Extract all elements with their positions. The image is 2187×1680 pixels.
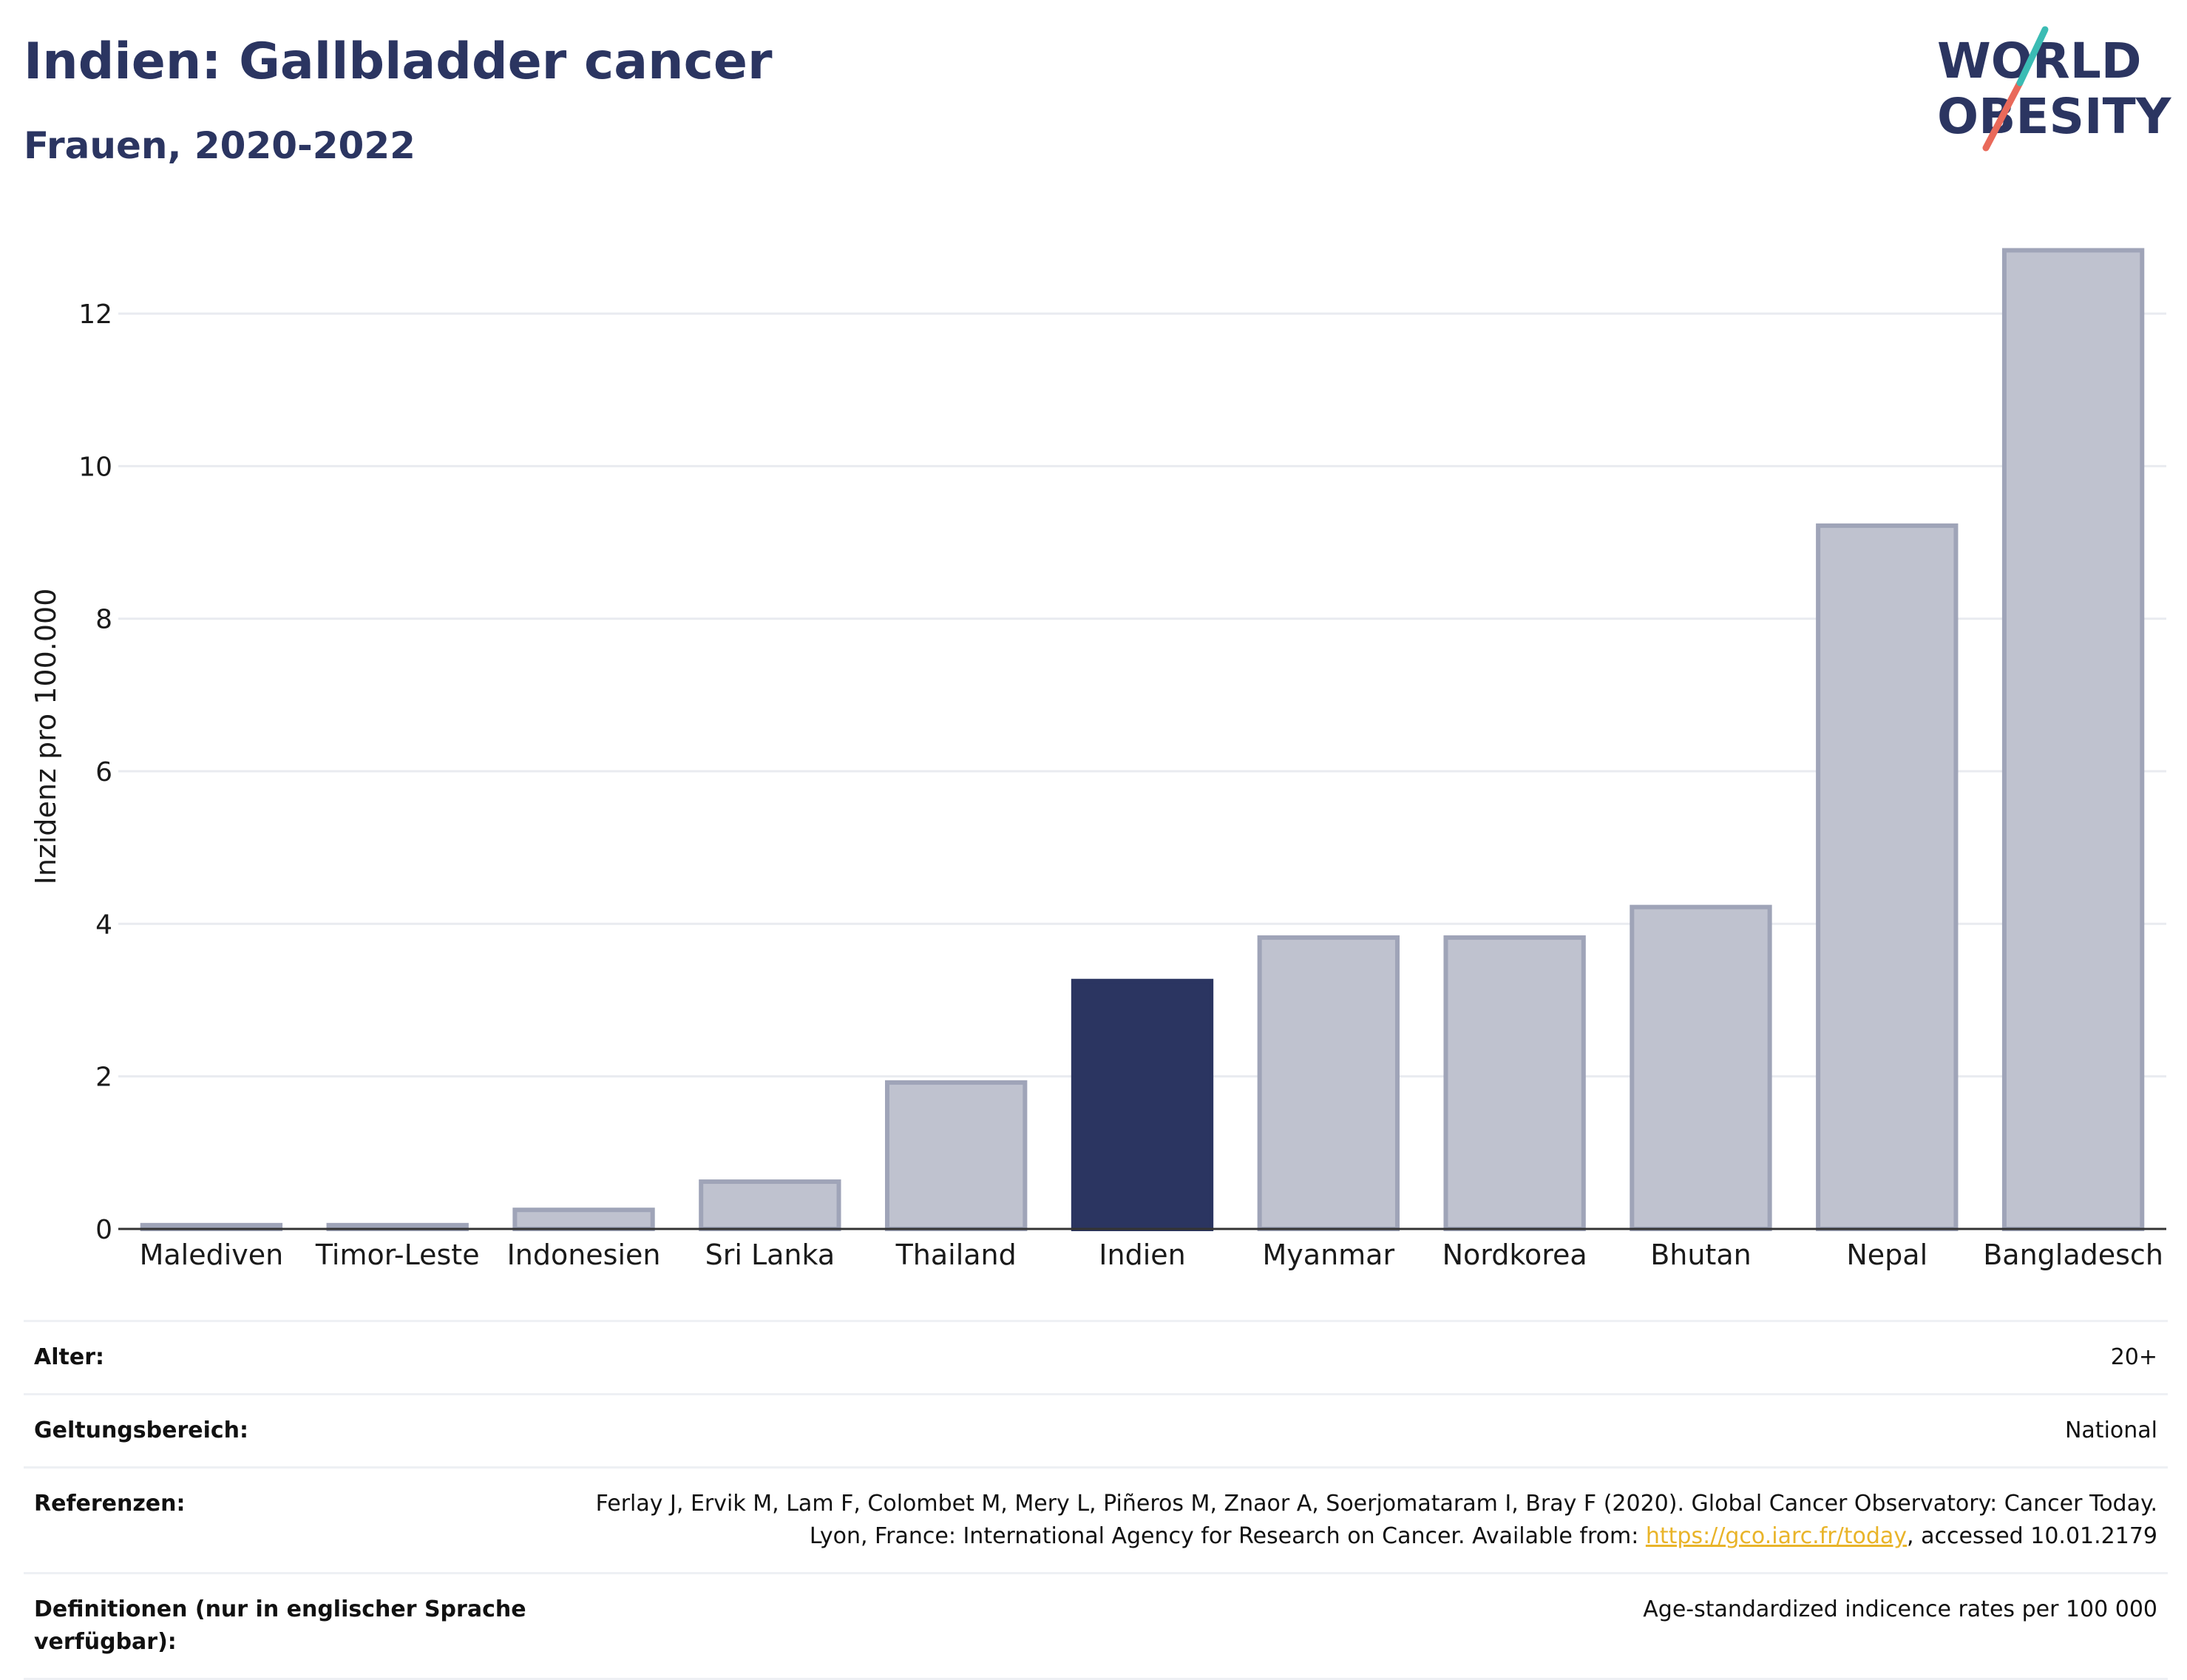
y-tick-label: 0	[95, 1215, 112, 1245]
logo-line-2: OBESITY	[1937, 88, 2172, 145]
meta-value-age: 20+	[2110, 1344, 2157, 1370]
x-tick-label: Malediven	[140, 1239, 284, 1271]
bar-sri-lanka	[699, 1179, 841, 1232]
bar-myanmar	[1257, 935, 1400, 1231]
y-tick-label: 10	[78, 452, 112, 482]
meta-row-references: Referenzen: Ferlay J, Ervik M, Lam F, Co…	[24, 1466, 2168, 1572]
chart-subtitle: Frauen, 2020-2022	[24, 124, 416, 167]
y-tick-label: 12	[78, 299, 112, 330]
bar-chart: 0 2 4 6 8 10 12 Malediven Timor-Leste Indonesien…	[30, 248, 2166, 1271]
meta-value-scope: National	[2064, 1418, 2157, 1443]
meta-row-scope: Geltungsbereich: National	[24, 1393, 2168, 1466]
bar-thailand	[885, 1080, 1028, 1232]
bar-nepal	[1816, 523, 1959, 1231]
bar-nordkorea	[1443, 935, 1586, 1231]
x-tick-label: Indonesien	[507, 1239, 661, 1271]
meta-row-definitions: Definitionen (nur in englischer Sprache …	[24, 1572, 2168, 1680]
y-tick-label: 8	[95, 605, 112, 635]
y-axis-title: Inzidenz pro 100.000	[30, 589, 62, 885]
bar-indien	[1071, 978, 1214, 1231]
x-tick-label: Bangladesch	[1983, 1239, 2163, 1271]
y-axis-ticks: 0 2 4 6 8 10 12	[78, 299, 112, 1245]
x-tick-label: Timor-Leste	[315, 1239, 480, 1271]
x-tick-label: Nepal	[1846, 1239, 1927, 1271]
x-tick-label: Sri Lanka	[705, 1239, 835, 1271]
x-tick-label: Myanmar	[1263, 1239, 1395, 1271]
meta-value-definitions: Age-standardized indicence rates per 100…	[1643, 1596, 2157, 1622]
chart-title: Indien: Gallbladder cancer	[24, 33, 773, 91]
bar-indonesien	[512, 1208, 655, 1232]
meta-label-references: Referenzen:	[34, 1491, 186, 1517]
y-tick-label: 2	[95, 1063, 112, 1093]
x-tick-label: Bhutan	[1650, 1239, 1752, 1271]
meta-label-age: Alter:	[34, 1344, 104, 1370]
reference-link[interactable]: https://gco.iarc.fr/today	[1645, 1523, 1908, 1549]
meta-label-definitions: Definitionen (nur in englischer Sprache …	[34, 1596, 526, 1655]
x-axis-labels: Malediven Timor-Leste Indonesien Sri Lanka T…	[140, 1239, 2163, 1271]
x-tick-label: Thailand	[895, 1239, 1017, 1271]
x-tick-label: Indien	[1099, 1239, 1185, 1271]
metadata-table: Alter: 20+ Geltungsbereich: National Ref…	[24, 1320, 2168, 1680]
world-obesity-logo: WORLD OBESITY	[1937, 26, 2172, 152]
y-tick-label: 6	[95, 757, 112, 788]
bar-bangladesch	[2001, 248, 2145, 1231]
meta-row-age: Alter: 20+	[24, 1320, 2168, 1393]
reference-text: Ferlay J, Ervik M, Lam F, Colombet M, Me…	[595, 1491, 2157, 1549]
meta-label-scope: Geltungsbereich:	[34, 1418, 249, 1443]
y-tick-label: 4	[95, 910, 112, 940]
x-tick-label: Nordkorea	[1442, 1239, 1587, 1271]
bars	[140, 248, 2145, 1232]
reference-accessed: , accessed 10.01.2179	[1907, 1523, 2157, 1549]
meta-value-references: Ferlay J, Ervik M, Lam F, Colombet M, Me…	[568, 1488, 2157, 1553]
bar-bhutan	[1630, 904, 1772, 1232]
